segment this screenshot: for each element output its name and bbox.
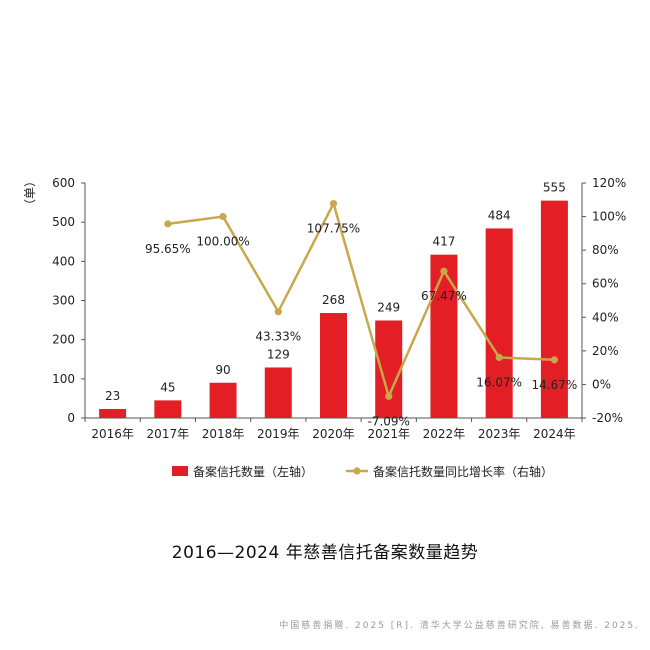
legend-line-label: 备案信托数量同比增长率（右轴） [373,464,553,479]
bar-data-label: 45 [160,380,175,394]
left-axis-tick-label: 400 [52,254,75,268]
growth-rate-point [440,267,448,275]
left-axis-tick-label: 500 [52,215,75,229]
x-axis-tick-label: 2021年 [367,427,410,441]
growth-rate-point [495,353,503,362]
legend-bar-swatch [172,466,188,476]
x-axis-tick-label: 2022年 [423,427,466,441]
bar-data-label: 268 [322,293,345,307]
chart-area: 0 100 200 300 400 500 600 -20% 0% 20% 40% 60% 80% 100… [23,175,626,479]
growth-rate-data-label: 16.07% [476,375,522,389]
growth-rate-point [274,308,282,316]
source-note: 中国慈善捐赠. 2025 [R]. 清华大学公益慈善研究院, 易善数据. 202… [279,621,640,631]
bar-data-label: 129 [267,347,290,361]
x-axis-tick-label: 2018年 [202,427,245,441]
bar [430,254,458,418]
right-axis-tick-label: 80% [592,243,619,257]
bar-data-label: 417 [432,235,455,249]
right-axis-tick-label: 120% [592,176,626,190]
x-axis-tick-label: 2019年 [257,427,300,441]
right-axis-tick-label: 100% [592,210,626,224]
growth-rate-point [550,356,558,364]
bar [99,408,127,418]
legend-line-marker [353,467,361,475]
left-axis-tick-label: 200 [52,333,75,347]
right-axis-tick-label: 60% [592,277,619,291]
figure-caption: 2016—2024 年慈善信托备案数量趋势 [171,543,479,563]
growth-rate-data-label: 95.65% [145,242,191,256]
growth-rate-data-label: 14.67% [532,378,578,392]
growth-rate-data-label: 107.75% [307,222,360,236]
bar [154,400,182,418]
bar-data-label: 249 [377,300,400,314]
x-axis-tick-label: 2017年 [147,427,190,441]
growth-rate-data-label: 67.47% [421,289,467,303]
bar [209,382,237,418]
left-axis-tick-label: 300 [52,294,75,308]
growth-rate-data-label: 100.00% [196,235,249,249]
right-axis-tick-label: 20% [592,344,619,358]
left-axis-tick-label: 600 [52,176,75,190]
growth-rate-point [164,220,172,228]
bar-data-label: 484 [488,208,511,222]
right-axis-tick-label: 0% [592,377,611,391]
growth-rate-point [219,212,227,221]
right-axis-tick-label: -20% [592,411,623,425]
bar-data-label: 23 [105,389,120,403]
x-axis-tick-label: 2023年 [478,427,521,441]
right-axis-tick-label: 40% [592,310,619,324]
growth-rate-point [329,199,338,208]
left-axis-tick-label: 100 [52,372,75,386]
bar [320,313,347,418]
x-axis-tick-label: 2024年 [533,427,576,441]
x-axis-tick-label: 2016年 [91,427,134,441]
bar-data-label: 555 [543,181,566,195]
bar [540,200,568,418]
growth-rate-data-label: -7.09% [367,414,409,428]
left-axis-unit-label: （单） [23,175,37,211]
growth-rate-data-label: 43.33% [255,330,301,344]
legend-bar-label: 备案信托数量（左轴） [193,464,313,479]
growth-rate-point [385,392,393,400]
bar [264,367,292,418]
bar [485,228,513,418]
x-axis-tick-label: 2020年 [312,427,355,441]
left-axis-tick-label: 0 [67,411,75,425]
bar-data-label: 90 [215,363,230,377]
growth-rate-line [167,200,555,400]
bar [375,320,403,418]
